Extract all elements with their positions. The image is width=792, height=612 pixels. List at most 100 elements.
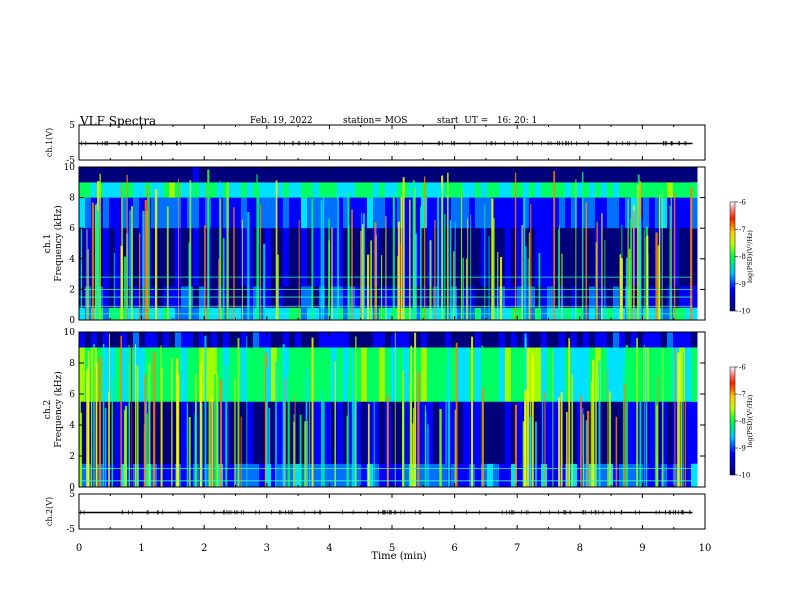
sferic-streak — [188, 242, 191, 320]
spectrogram-cell — [481, 463, 488, 487]
spectrogram-cell — [439, 401, 446, 464]
sferic-streak — [552, 348, 554, 487]
sferic-streak — [241, 219, 243, 320]
sferic-streak — [514, 404, 518, 487]
spectrogram-cell — [457, 197, 464, 229]
spectrogram-cell — [517, 182, 524, 198]
spectrogram-cell — [601, 347, 608, 402]
spectrogram-cell — [661, 332, 668, 348]
spectrogram-cell — [421, 401, 428, 464]
sferic-streak — [470, 214, 472, 320]
spectrogram-cell — [181, 182, 188, 198]
sferic-streak — [129, 210, 131, 320]
colorbar-label: log(PSD)(V²/Hz) — [746, 230, 754, 283]
spectrogram-cell — [289, 228, 296, 287]
spectrogram-cell — [85, 332, 92, 348]
spectrogram-cell — [631, 463, 638, 487]
sferic-streak — [351, 209, 353, 320]
spectrogram-cell — [397, 463, 404, 487]
spectrogram-cell — [169, 228, 176, 287]
spectrogram-cell — [421, 332, 428, 348]
spectrogram-cell — [271, 197, 278, 229]
spectrogram-cell — [511, 228, 518, 287]
spectrogram-cell — [619, 347, 626, 402]
spectrogram-cell — [367, 182, 374, 198]
sferic-streak — [488, 236, 490, 320]
spectrogram-cell — [331, 167, 338, 183]
y-tick-label: 2 — [69, 452, 75, 462]
spectrogram-cell — [541, 182, 548, 198]
sferic-streak — [575, 179, 577, 320]
spectrogram-cell — [475, 182, 482, 198]
sferic-streak — [299, 414, 302, 487]
spectrogram-cell — [283, 347, 290, 402]
spectrogram-cell — [433, 401, 440, 464]
y-tick-label: 10 — [64, 163, 76, 173]
spectrogram-cell — [409, 332, 416, 348]
spectrogram-cell — [607, 182, 614, 198]
sferic-streak — [646, 235, 649, 320]
sferic-streak — [166, 206, 169, 320]
sferic-streak — [689, 187, 693, 320]
spectrogram-cell — [289, 401, 296, 464]
spectrogram-cell — [637, 332, 644, 348]
spectrogram-cell — [379, 463, 386, 487]
spectrogram-cell — [301, 332, 308, 348]
sferic-streak — [80, 210, 83, 320]
colorbar-tick-label: -10 — [739, 308, 750, 316]
sferic-streak — [136, 365, 139, 487]
spectrogram-cell — [127, 182, 134, 198]
spectrogram-cell — [151, 182, 158, 198]
sferic-streak — [265, 367, 268, 487]
spectrogram-cell — [589, 197, 596, 229]
spectrogram-cell — [265, 347, 272, 402]
spectrogram-cell — [133, 332, 140, 348]
spectrogram-cell — [547, 332, 554, 348]
spectrogram-cell — [199, 167, 206, 183]
spectrogram-cell — [289, 332, 296, 348]
sferic-streak — [586, 410, 590, 487]
sferic-streak — [263, 243, 266, 320]
spectrogram-cell — [253, 463, 260, 487]
spectrogram-cell — [331, 197, 338, 229]
sferic-streak — [530, 204, 532, 320]
sferic-streak — [95, 362, 98, 487]
sferic-streak — [147, 185, 150, 320]
spectrogram-cell — [457, 347, 464, 402]
spectrogram-cell — [373, 182, 380, 198]
spectrogram-cell — [367, 197, 374, 229]
spectrogram-cell — [493, 463, 500, 487]
x-tick-label: 0 — [76, 543, 82, 554]
spectrogram-cell — [493, 332, 500, 348]
sferic-streak — [645, 349, 648, 487]
spectrogram-cell — [175, 167, 182, 183]
spectrogram-cell — [691, 182, 698, 198]
sferic-streak — [604, 240, 606, 320]
spectrogram-cell — [355, 182, 362, 198]
sferic-streak — [260, 204, 262, 320]
sferic-streak — [178, 179, 179, 320]
spectrogram-cell — [271, 401, 278, 464]
spectrogram-cell — [127, 167, 134, 183]
spectrogram-cell — [433, 228, 440, 287]
sferic-streak — [219, 379, 222, 487]
spectrogram-cell — [79, 197, 86, 229]
spectrogram-cell — [331, 182, 338, 198]
sferic-streak — [176, 374, 180, 487]
spectrogram-cell — [247, 182, 254, 198]
spectrogram-cell — [403, 228, 410, 287]
spectrogram-cell — [139, 182, 146, 198]
sferic-streak — [347, 372, 349, 487]
sferic-streak — [590, 380, 593, 487]
spectrogram-cell — [253, 182, 260, 198]
spectrogram-cell — [505, 332, 512, 348]
sferic-streak — [684, 400, 686, 487]
sferic-streak — [322, 193, 325, 320]
sferic-streak — [558, 229, 560, 320]
spectrogram-cell — [601, 332, 608, 348]
x-tick-label: 10 — [699, 543, 712, 554]
sferic-streak — [445, 365, 447, 487]
spectrogram-cell — [601, 463, 608, 487]
spectrogram-cell — [163, 167, 170, 183]
sferic-streak — [679, 353, 681, 487]
